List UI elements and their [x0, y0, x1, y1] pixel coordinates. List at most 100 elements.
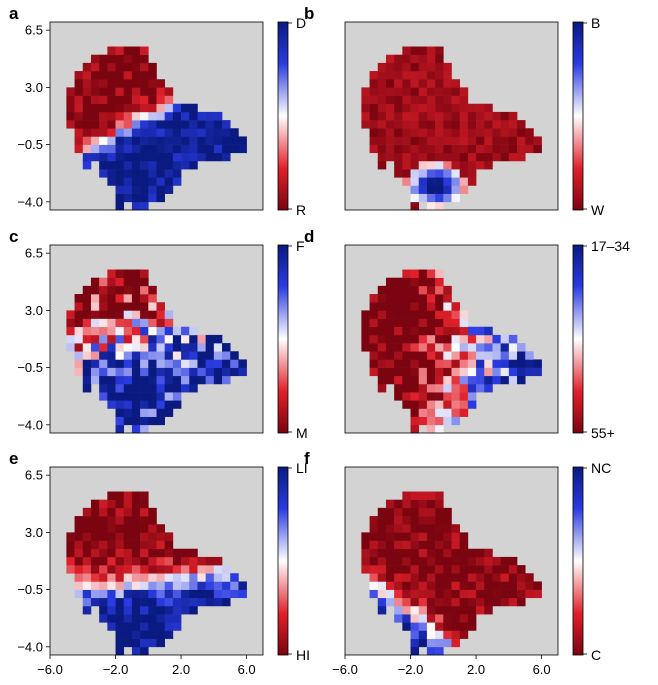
heatmap-cell [426, 416, 436, 426]
heatmap-cell [418, 193, 428, 203]
heatmap-cell [402, 589, 411, 599]
heatmap-cell [115, 367, 125, 377]
heatmap-cell [82, 326, 92, 336]
heatmap-cell [410, 111, 420, 121]
heatmap-cell [156, 318, 165, 328]
heatmap-cell [402, 128, 411, 137]
heatmap-cell [140, 79, 149, 88]
heatmap-cell [492, 581, 501, 590]
heatmap-cell [148, 375, 157, 385]
heatmap-cell [140, 136, 149, 145]
heatmap-cell [410, 71, 420, 80]
heatmap-cell [82, 294, 92, 303]
heatmap-cell [377, 144, 387, 154]
heatmap-cell [107, 46, 116, 55]
heatmap-cell [402, 310, 411, 319]
colorbar-label-top: LI [296, 460, 308, 476]
heatmap-cell [181, 605, 190, 615]
heatmap-cell [107, 294, 116, 303]
heatmap-cell [435, 400, 444, 409]
heatmap-cell [123, 581, 133, 590]
heatmap-cell [377, 79, 387, 88]
heatmap-cell [443, 383, 452, 393]
heatmap-cell [402, 597, 411, 607]
heatmap-cell [115, 383, 125, 393]
heatmap-cell [131, 318, 141, 328]
heatmap-cell [476, 103, 485, 113]
heatmap-cell [189, 548, 198, 558]
heatmap-cell [451, 193, 460, 203]
heatmap-cell [74, 144, 84, 154]
heatmap-cell [181, 359, 190, 368]
heatmap-cell [222, 136, 231, 145]
heatmap-cell [435, 87, 444, 96]
heatmap-cell [140, 565, 149, 574]
heatmap-cell [467, 392, 477, 401]
heatmap-cell [82, 334, 92, 344]
heatmap-cell [123, 491, 133, 500]
heatmap-cell [115, 177, 125, 186]
heatmap-cell [435, 136, 444, 145]
heatmap-cell [377, 111, 387, 121]
heatmap-cell [131, 524, 141, 533]
heatmap-cell [402, 294, 411, 303]
heatmap-cell [410, 359, 420, 368]
heatmap-cell [377, 95, 387, 105]
heatmap-cell [164, 605, 174, 615]
heatmap-cell [115, 193, 125, 203]
heatmap-cell [459, 351, 469, 360]
heatmap-cell [377, 540, 387, 550]
heatmap-cell [377, 334, 387, 344]
heatmap-cell [451, 630, 460, 639]
heatmap-cell [418, 524, 428, 533]
heatmap-cell [123, 540, 133, 550]
heatmap-cell [148, 359, 157, 368]
heatmap-cell [140, 302, 149, 311]
heatmap-cell [426, 144, 436, 154]
heatmap-cell [418, 375, 428, 385]
heatmap-cell [148, 326, 157, 336]
heatmap-cell [426, 160, 436, 170]
heatmap-cell [140, 128, 149, 137]
heatmap-cell [418, 556, 428, 566]
heatmap-cell [402, 556, 411, 566]
heatmap-cell [164, 589, 174, 599]
heatmap-cell [476, 605, 485, 615]
heatmap-cell [123, 556, 133, 566]
heatmap-cell [394, 589, 403, 599]
heatmap-cell [459, 565, 469, 574]
heatmap-cell [156, 152, 165, 162]
y-tick-label: −4.0 [17, 194, 43, 209]
heatmap-cell [148, 95, 157, 105]
heatmap-cell [82, 581, 92, 590]
heatmap-cell [90, 144, 100, 154]
heatmap-cell [107, 326, 116, 336]
heatmap-cell [418, 392, 428, 401]
heatmap-cell [476, 334, 485, 344]
heatmap-cell [435, 103, 444, 113]
heatmap-cell [82, 359, 92, 368]
heatmap-cell [107, 507, 116, 517]
heatmap-cell [459, 87, 469, 96]
heatmap-cell [533, 359, 542, 368]
heatmap-cell [140, 193, 149, 203]
heatmap-cell [451, 556, 460, 566]
colorbar [277, 244, 289, 434]
heatmap-cell [500, 581, 510, 590]
heatmap-cell [238, 589, 247, 599]
heatmap-cell [426, 103, 436, 113]
heatmap-cell [156, 193, 165, 203]
heatmap-cell [181, 111, 190, 121]
heatmap-cell [131, 201, 141, 211]
heatmap-cell [140, 622, 149, 631]
heatmap-cell [82, 351, 92, 360]
heatmap-cell [402, 79, 411, 88]
heatmap-cell [107, 128, 116, 137]
heatmap-cell [107, 491, 116, 500]
heatmap-cell [90, 128, 100, 137]
heatmap-cell [443, 367, 452, 377]
heatmap-cell [402, 359, 411, 368]
heatmap-cell [459, 573, 469, 582]
heatmap-cell [394, 285, 403, 295]
